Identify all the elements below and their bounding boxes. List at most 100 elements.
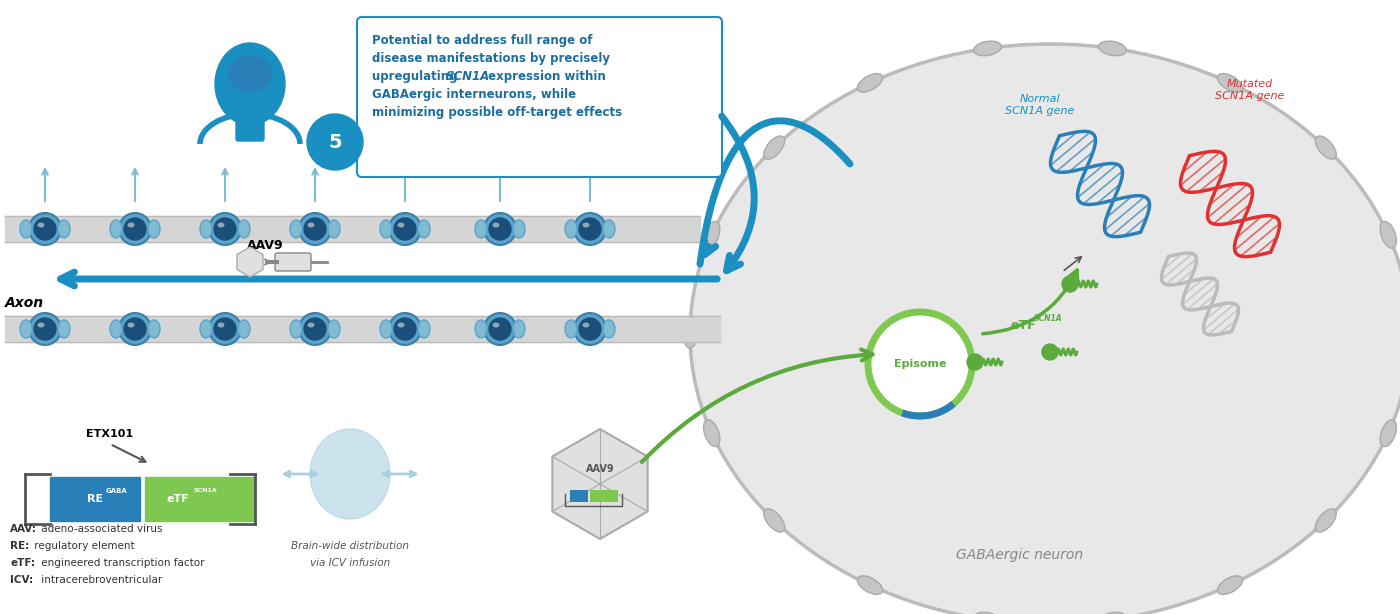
Text: engineered transcription factor: engineered transcription factor (38, 558, 204, 568)
Ellipse shape (582, 322, 589, 327)
Ellipse shape (29, 313, 62, 345)
Text: RE: RE (87, 494, 104, 504)
Ellipse shape (111, 320, 122, 338)
Ellipse shape (238, 320, 251, 338)
Ellipse shape (200, 320, 211, 338)
Ellipse shape (379, 220, 392, 238)
Text: AAV:: AAV: (10, 524, 36, 534)
FancyArrowPatch shape (643, 349, 872, 462)
Text: SCN1A: SCN1A (193, 489, 217, 494)
FancyBboxPatch shape (237, 107, 265, 141)
Ellipse shape (200, 220, 211, 238)
Ellipse shape (489, 218, 511, 240)
Text: adeno-associated virus: adeno-associated virus (38, 524, 162, 534)
Ellipse shape (111, 220, 122, 238)
Ellipse shape (1218, 74, 1243, 92)
Text: eTF: eTF (1009, 319, 1036, 332)
Ellipse shape (1380, 420, 1396, 446)
FancyBboxPatch shape (570, 490, 588, 502)
Ellipse shape (493, 222, 500, 228)
FancyBboxPatch shape (589, 490, 617, 502)
Text: AAV9: AAV9 (585, 464, 615, 474)
Text: GABAergic neuron: GABAergic neuron (956, 548, 1084, 562)
Ellipse shape (398, 322, 405, 327)
Ellipse shape (308, 222, 315, 228)
Ellipse shape (214, 318, 237, 340)
Ellipse shape (603, 220, 615, 238)
Ellipse shape (300, 213, 330, 245)
Ellipse shape (393, 218, 416, 240)
Ellipse shape (34, 318, 56, 340)
FancyArrowPatch shape (722, 116, 755, 271)
Ellipse shape (308, 322, 315, 327)
Ellipse shape (228, 55, 273, 93)
FancyBboxPatch shape (50, 477, 140, 521)
Text: minimizing possible off-target effects: minimizing possible off-target effects (372, 106, 622, 119)
Ellipse shape (290, 220, 302, 238)
Ellipse shape (217, 322, 224, 327)
FancyBboxPatch shape (274, 253, 311, 271)
Ellipse shape (683, 320, 697, 348)
Ellipse shape (857, 576, 882, 594)
Ellipse shape (475, 320, 487, 338)
Text: 5: 5 (328, 133, 342, 152)
Text: ETX101: ETX101 (87, 429, 133, 439)
Ellipse shape (1099, 612, 1127, 614)
Ellipse shape (1099, 41, 1127, 56)
Ellipse shape (704, 222, 720, 248)
Ellipse shape (973, 612, 1001, 614)
Text: expression within: expression within (484, 70, 606, 83)
Text: SCN1A: SCN1A (445, 70, 490, 83)
Ellipse shape (57, 320, 70, 338)
Ellipse shape (1218, 576, 1243, 594)
Ellipse shape (125, 318, 146, 340)
Ellipse shape (217, 222, 224, 228)
Ellipse shape (580, 318, 601, 340)
Ellipse shape (127, 222, 134, 228)
Ellipse shape (389, 213, 421, 245)
Ellipse shape (238, 220, 251, 238)
Ellipse shape (704, 420, 720, 446)
Text: intracerebroventricular: intracerebroventricular (38, 575, 162, 585)
Ellipse shape (419, 320, 430, 338)
Ellipse shape (304, 318, 326, 340)
Ellipse shape (475, 220, 487, 238)
Ellipse shape (484, 213, 517, 245)
Text: disease manifestations by precisely: disease manifestations by precisely (372, 52, 610, 65)
Text: eTF:: eTF: (10, 558, 35, 568)
Ellipse shape (20, 220, 32, 238)
FancyBboxPatch shape (357, 17, 722, 177)
Ellipse shape (493, 322, 500, 327)
Ellipse shape (764, 136, 784, 159)
Text: regulatory element: regulatory element (31, 541, 134, 551)
Text: SCN1A: SCN1A (1035, 314, 1063, 323)
Ellipse shape (1316, 509, 1336, 532)
Ellipse shape (38, 322, 45, 327)
Text: Mutated
SCN1A gene: Mutated SCN1A gene (1215, 79, 1285, 101)
Text: Brain-wide distribution: Brain-wide distribution (291, 541, 409, 551)
Ellipse shape (484, 313, 517, 345)
Ellipse shape (148, 220, 160, 238)
Ellipse shape (328, 220, 340, 238)
Ellipse shape (764, 509, 784, 532)
Ellipse shape (34, 218, 56, 240)
Ellipse shape (290, 320, 302, 338)
Text: via ICV infusion: via ICV infusion (309, 558, 391, 568)
Text: GABAergic interneurons, while: GABAergic interneurons, while (372, 88, 577, 101)
Ellipse shape (393, 318, 416, 340)
Ellipse shape (857, 74, 882, 92)
Circle shape (868, 312, 972, 416)
Text: Potential to address full range of: Potential to address full range of (372, 34, 592, 47)
Text: ICV:: ICV: (10, 575, 34, 585)
Ellipse shape (309, 429, 391, 519)
Circle shape (307, 114, 363, 170)
Text: eTF: eTF (167, 494, 189, 504)
Ellipse shape (690, 44, 1400, 614)
Ellipse shape (119, 213, 151, 245)
Ellipse shape (127, 322, 134, 327)
Ellipse shape (29, 213, 62, 245)
Text: Axon: Axon (6, 296, 45, 310)
Circle shape (1042, 344, 1058, 360)
Ellipse shape (209, 213, 241, 245)
Ellipse shape (209, 313, 241, 345)
